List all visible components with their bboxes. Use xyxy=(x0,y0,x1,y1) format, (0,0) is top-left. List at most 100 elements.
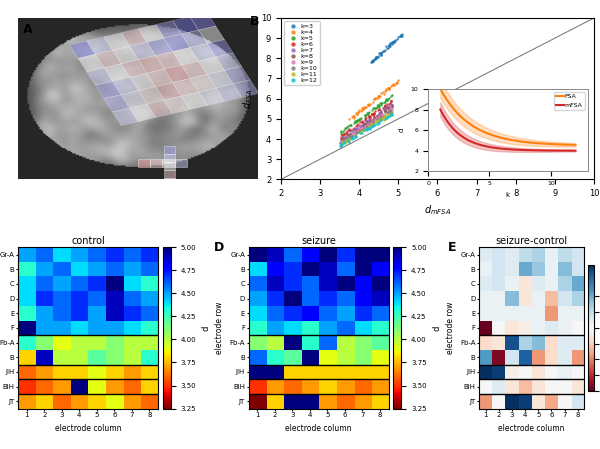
k=7 xyxy=(364,117,373,124)
k=3 xyxy=(371,53,381,61)
k=10 xyxy=(355,128,364,135)
k=12 xyxy=(363,125,373,132)
k=9 xyxy=(337,138,346,145)
Polygon shape xyxy=(216,53,242,70)
k=4 xyxy=(359,103,369,110)
k=6 xyxy=(380,103,389,110)
k=8 xyxy=(337,138,347,145)
Title: seizure-control: seizure-control xyxy=(496,236,568,247)
Text: E: E xyxy=(448,241,456,254)
k=8 xyxy=(380,107,390,114)
k=3 xyxy=(380,46,390,53)
k=7 xyxy=(337,133,347,140)
k=12 xyxy=(362,125,371,132)
k=3 xyxy=(376,49,386,57)
k=5 xyxy=(353,116,363,123)
k=5 xyxy=(376,100,385,107)
k=8 xyxy=(340,135,350,142)
k=9 xyxy=(360,123,370,130)
k=11 xyxy=(385,110,394,117)
k=4 xyxy=(348,112,358,119)
k=5 xyxy=(346,122,356,129)
k=12 xyxy=(365,125,375,132)
k=5 xyxy=(384,95,394,102)
k=10 xyxy=(386,108,395,115)
k=12 xyxy=(388,111,397,118)
k=6 xyxy=(352,123,361,130)
k=10 xyxy=(379,113,388,120)
k=8 xyxy=(340,134,350,141)
Polygon shape xyxy=(104,33,130,50)
k=9 xyxy=(383,107,393,114)
k=6 xyxy=(350,124,359,131)
k=10 xyxy=(385,108,395,115)
Polygon shape xyxy=(95,50,121,68)
k=11 xyxy=(357,127,367,134)
k=12 xyxy=(367,122,376,129)
Polygon shape xyxy=(78,54,104,72)
k=4 xyxy=(389,81,398,88)
k=12 xyxy=(366,124,376,131)
k=5 xyxy=(374,104,383,111)
k=8 xyxy=(337,136,347,143)
k=7 xyxy=(386,101,395,108)
k=9 xyxy=(342,133,352,141)
k=10 xyxy=(378,114,388,121)
k=12 xyxy=(336,141,346,148)
k=12 xyxy=(350,133,359,140)
k=8 xyxy=(372,113,382,120)
k=11 xyxy=(378,114,388,122)
k=11 xyxy=(365,123,375,130)
k=7 xyxy=(345,129,355,136)
k=12 xyxy=(348,135,358,142)
k=7 xyxy=(350,125,360,132)
k=6 xyxy=(342,129,352,136)
Polygon shape xyxy=(216,84,242,101)
k=3 xyxy=(376,51,385,58)
k=11 xyxy=(367,120,377,128)
k=5 xyxy=(370,105,379,112)
k=12 xyxy=(367,122,377,129)
k=3 xyxy=(373,52,383,59)
k=3 xyxy=(371,54,380,62)
Polygon shape xyxy=(164,34,190,52)
k=3 xyxy=(375,50,385,57)
k=8 xyxy=(359,123,369,130)
k=9 xyxy=(355,125,364,132)
k=8 xyxy=(350,126,360,133)
k=4 xyxy=(391,79,400,87)
k=11 xyxy=(355,128,365,136)
k=5 xyxy=(368,105,378,112)
k=3 xyxy=(388,39,398,46)
k=11 xyxy=(384,111,394,118)
k=8 xyxy=(370,114,379,121)
k=8 xyxy=(374,112,383,119)
k=11 xyxy=(388,108,397,115)
k=9 xyxy=(355,124,364,132)
k=4 xyxy=(385,86,394,93)
k=4 xyxy=(381,85,391,92)
k=4 xyxy=(383,85,393,92)
k=5 xyxy=(337,128,346,135)
k=3 xyxy=(370,56,380,63)
k=3 xyxy=(371,53,381,61)
k=4 xyxy=(370,96,379,103)
k=4 xyxy=(364,101,373,108)
k=4 xyxy=(344,115,353,123)
k=12 xyxy=(377,117,386,124)
k=3 xyxy=(384,42,394,49)
k=4 xyxy=(393,76,403,84)
k=3 xyxy=(377,48,387,56)
k=12 xyxy=(369,121,379,128)
k=5 xyxy=(386,92,396,99)
k=5 xyxy=(355,115,364,123)
k=5 xyxy=(342,124,352,131)
k=10 xyxy=(347,132,356,139)
k=8 xyxy=(363,120,373,127)
k=9 xyxy=(371,115,380,123)
Polygon shape xyxy=(139,159,151,167)
k=8 xyxy=(357,122,367,129)
k=7 xyxy=(387,101,397,108)
k=12 xyxy=(340,139,349,146)
k=4 xyxy=(353,108,363,115)
